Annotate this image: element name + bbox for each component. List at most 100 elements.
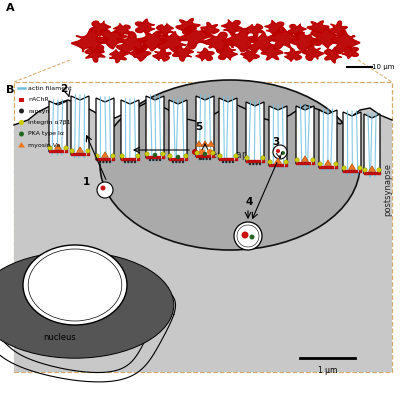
- Polygon shape: [265, 20, 285, 36]
- Circle shape: [64, 146, 68, 150]
- Circle shape: [109, 161, 111, 163]
- Bar: [331, 166, 334, 168]
- Bar: [52, 150, 55, 152]
- Polygon shape: [246, 24, 264, 37]
- Circle shape: [199, 149, 205, 155]
- Circle shape: [234, 222, 262, 250]
- Circle shape: [136, 154, 140, 158]
- Bar: [212, 154, 214, 158]
- Circle shape: [318, 162, 322, 166]
- Bar: [228, 158, 231, 160]
- Polygon shape: [90, 21, 110, 36]
- Circle shape: [48, 146, 52, 150]
- Circle shape: [134, 161, 136, 163]
- Bar: [181, 158, 184, 160]
- Polygon shape: [96, 28, 128, 49]
- Circle shape: [311, 158, 315, 162]
- Bar: [102, 158, 105, 160]
- Polygon shape: [324, 160, 332, 166]
- Bar: [358, 170, 362, 172]
- Bar: [258, 160, 261, 162]
- Circle shape: [149, 159, 151, 161]
- Bar: [14, 82, 392, 372]
- Polygon shape: [136, 19, 154, 35]
- Bar: [355, 170, 358, 172]
- Bar: [305, 162, 308, 164]
- Circle shape: [95, 154, 99, 158]
- Circle shape: [127, 161, 130, 163]
- Text: presynapse: presynapse: [200, 150, 260, 160]
- Bar: [136, 158, 140, 160]
- Bar: [196, 154, 198, 158]
- Bar: [225, 158, 228, 160]
- Text: 4: 4: [245, 197, 252, 207]
- Circle shape: [195, 151, 199, 155]
- Circle shape: [295, 158, 299, 162]
- Bar: [55, 150, 58, 152]
- Circle shape: [206, 158, 208, 160]
- Polygon shape: [76, 147, 84, 152]
- Ellipse shape: [28, 249, 122, 321]
- Polygon shape: [202, 141, 208, 146]
- Bar: [133, 158, 136, 160]
- Bar: [308, 162, 311, 164]
- Circle shape: [159, 159, 161, 161]
- Polygon shape: [249, 32, 275, 53]
- Polygon shape: [121, 100, 139, 160]
- Bar: [124, 158, 127, 160]
- Bar: [178, 158, 181, 160]
- Text: actin filament: actin filament: [28, 86, 72, 90]
- Circle shape: [124, 161, 126, 163]
- Polygon shape: [284, 48, 302, 61]
- Text: 1 μm: 1 μm: [318, 366, 337, 375]
- Text: 5: 5: [195, 122, 202, 132]
- Polygon shape: [246, 102, 264, 162]
- Polygon shape: [364, 114, 380, 174]
- Circle shape: [334, 162, 338, 166]
- Bar: [342, 170, 346, 172]
- Polygon shape: [217, 45, 237, 60]
- Polygon shape: [329, 21, 347, 36]
- Polygon shape: [14, 100, 392, 372]
- Circle shape: [225, 161, 228, 163]
- Polygon shape: [261, 45, 283, 60]
- Circle shape: [242, 232, 248, 238]
- Bar: [70, 152, 74, 156]
- Polygon shape: [201, 22, 219, 36]
- Circle shape: [218, 154, 222, 158]
- Polygon shape: [196, 141, 202, 146]
- Bar: [64, 150, 68, 152]
- Polygon shape: [290, 31, 320, 52]
- Ellipse shape: [0, 254, 155, 340]
- Bar: [168, 158, 172, 160]
- Circle shape: [209, 158, 211, 160]
- Bar: [346, 170, 349, 172]
- Text: PKA type Iα: PKA type Iα: [28, 132, 64, 136]
- Circle shape: [161, 152, 165, 156]
- Circle shape: [19, 108, 24, 114]
- Circle shape: [273, 145, 287, 159]
- Circle shape: [358, 166, 362, 170]
- Circle shape: [176, 155, 180, 159]
- Bar: [120, 158, 124, 160]
- Polygon shape: [319, 110, 337, 168]
- Circle shape: [252, 163, 254, 165]
- Ellipse shape: [4, 255, 146, 331]
- Text: postsynapse: postsynapse: [384, 164, 392, 216]
- Polygon shape: [173, 46, 193, 61]
- Polygon shape: [156, 24, 174, 37]
- Circle shape: [377, 168, 381, 172]
- Bar: [14, 82, 392, 372]
- Polygon shape: [307, 21, 329, 34]
- Bar: [234, 158, 238, 160]
- Polygon shape: [348, 164, 356, 170]
- Circle shape: [281, 151, 285, 155]
- Bar: [222, 158, 225, 160]
- Circle shape: [111, 154, 115, 158]
- Text: 3: 3: [272, 137, 279, 147]
- Circle shape: [106, 161, 108, 163]
- Polygon shape: [196, 48, 214, 61]
- Bar: [262, 160, 264, 162]
- Bar: [299, 162, 302, 164]
- Bar: [252, 160, 255, 162]
